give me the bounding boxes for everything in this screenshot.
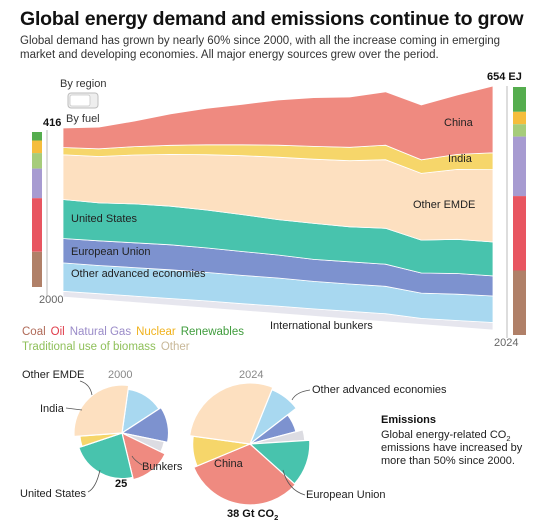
leader-other-advanced [291,389,311,401]
legend-item-natural-gas: Natural Gas [69,326,132,338]
fuel-bar-2000-traditional-use-of-biomass [32,153,42,169]
region-label-international-bunkers: International bunkers [270,320,373,332]
region-label-india: India [448,153,473,165]
legend-item-other: Other [160,341,190,353]
fuel-bar-2024-natural-gas [513,136,526,197]
emissions-text: Global energy-related CO2 emissions have… [381,429,546,468]
region-label-china: China [444,117,474,129]
leader-united-states [87,469,101,493]
pie-2000-label-united-states: United States [20,488,87,500]
leader-other-emde [79,380,93,396]
area-totals: 416 654 EJ 2000 2024 [39,71,522,349]
x-tick-2000: 2000 [39,294,63,306]
pie-2024-slice-other-emde [188,382,274,445]
pie-2000-slice-china [121,431,166,481]
area-china [62,85,494,161]
leader-india [65,407,83,411]
region-label-other-advanced-economies: Other advanced economies [71,268,206,280]
region-label-united-states: United States [71,213,138,225]
legend-item-traditional-use-of-biomass: Traditional use of biomass [22,341,156,353]
pie-2024-year: 2024 [239,369,263,381]
fuel-bar-2000-natural-gas [32,168,42,199]
fuel-bar-2000-coal [32,251,42,287]
chart-title: Global energy demand and emissions conti… [20,8,524,30]
fuel-bar-2000-nuclear [32,140,42,154]
emissions-text-end: emissions have increased by more than 50… [381,442,523,467]
total-2000-label: 416 [43,117,61,129]
total-2024-label: 654 EJ [487,71,522,83]
emissions-text-subscript: 2 [506,434,511,444]
pie-2000-slice-european-union [120,406,170,444]
fuel-bars [32,86,526,338]
pie-2024-total: 38 Gt CO2 [227,508,278,520]
view-toggle[interactable]: By region By fuel [60,78,106,125]
pie-annotations: 2000 2024 25 38 Gt CO2 Other EMDE India … [20,369,447,520]
fuel-bar-2024-coal [513,270,526,335]
fuel-bar-2024-renewables [513,87,526,112]
region-label-other-emde: Other EMDE [413,199,475,211]
pie-2000-label-other-emde: Other EMDE [22,369,84,381]
fuel-legend: Coal Oil Natural Gas Nuclear Renewables Tradi… [22,325,322,355]
legend-item-nuclear: Nuclear [136,326,176,338]
fuel-bar-2024-nuclear [513,111,526,125]
legend-item-coal: Coal [22,326,46,338]
pie-2024-label-european-union: European Union [306,489,386,501]
emissions-text-start: Global energy-related CO [381,429,507,441]
emissions-pies [73,382,311,506]
pie-2024-label-china: China [214,458,244,470]
pie-2000-label-india: India [40,403,65,415]
toggle-option-by-region[interactable]: By region [60,78,106,90]
leader-european-union [282,469,306,496]
chart-subtitle: Global demand has grown by nearly 60% si… [20,35,501,61]
fuel-bar-2024-oil [513,196,526,271]
fuel-bar-2000-renewables [32,132,42,141]
toggle-option-by-fuel[interactable]: By fuel [66,113,100,125]
pie-2000-label-bunkers: Bunkers [142,461,183,473]
emissions-note: Emissions Global energy-related CO2 emis… [381,414,546,468]
stacked-area-chart: China India Other EMDE United States Europea… [62,85,494,332]
pie-2024-slice-china [192,443,297,506]
toggle-knob[interactable] [69,94,91,107]
pie-2000-slice-other-emde [73,384,130,438]
pie-2000-slice-united-states [78,432,134,480]
legend-item-renewables: Renewables [180,326,245,338]
legend-item-oil: Oil [50,326,65,338]
leader-bunkers [131,455,143,466]
pie-2000-year: 2000 [108,369,132,381]
fuel-bar-2024-traditional-use-of-biomass [513,124,526,137]
emissions-title: Emissions [381,414,437,426]
region-label-european-union: European Union [71,246,151,258]
fuel-bar-2000-oil [32,198,42,252]
pie-2024-label-other-advanced: Other advanced economies [312,384,447,396]
x-tick-2024: 2024 [494,337,518,349]
pie-2000-total: 25 [115,478,127,490]
